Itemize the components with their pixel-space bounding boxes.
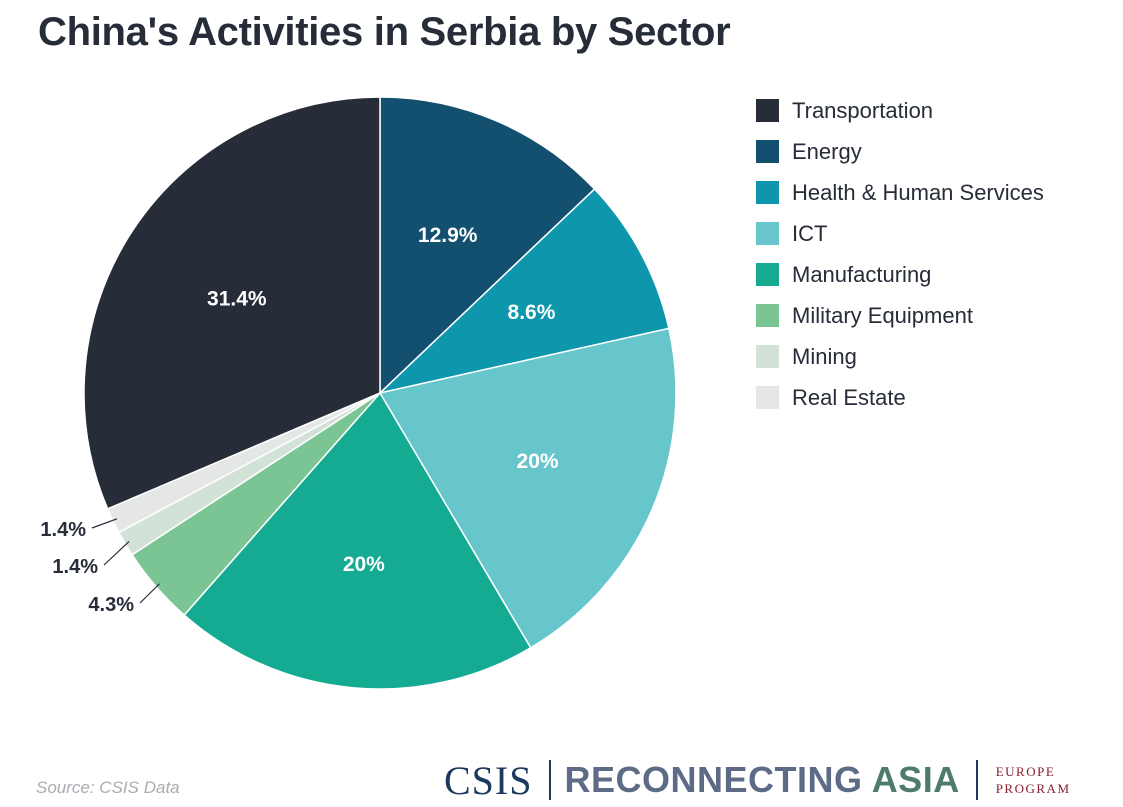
data-label-energy: 12.9% (418, 224, 478, 247)
data-label-mining: 1.4% (52, 556, 98, 578)
legend-item-mining: Mining (756, 336, 1044, 377)
legend-swatch-transportation (756, 99, 779, 122)
legend-label-real-estate: Real Estate (792, 384, 906, 410)
legend-label-manufacturing: Manufacturing (792, 261, 932, 287)
chart-title: China's Activities in Serbia by Sector (38, 10, 731, 54)
legend-label-transportation: Transportation (792, 97, 934, 123)
program-line-2: PROGRAM (995, 781, 1071, 796)
legend-label-health-and-human-services: Health & Human Services (792, 179, 1044, 205)
data-label-transportation: 31.4% (207, 287, 267, 310)
legend-swatch-ict (756, 222, 779, 245)
legend: Transportation Energy Health & Human Servi… (756, 90, 1044, 418)
footer-logo: CSIS RECONNECTING ASIA EUROPE PROGRAM (444, 757, 1071, 803)
legend-swatch-health-and-human-services (756, 181, 779, 204)
legend-item-real-estate: Real Estate (756, 377, 1044, 418)
data-label-health-and-human-services: 8.6% (508, 301, 556, 324)
data-label-military-equipment: 4.3% (88, 594, 134, 616)
logo-divider (548, 760, 551, 800)
logo-divider-2 (975, 760, 978, 800)
data-label-manufacturing: 20% (343, 553, 385, 576)
legend-item-energy: Energy (756, 131, 1044, 172)
pie-slice-health-and-human-services (377, 187, 670, 395)
reconnecting-text: RECONNECTING (564, 759, 863, 800)
legend-swatch-energy (756, 140, 779, 163)
legend-label-ict: ICT (792, 220, 828, 246)
program-line-1: EUROPE (995, 764, 1056, 779)
pie-slice-ict (378, 327, 677, 649)
legend-item-transportation: Transportation (756, 90, 1044, 131)
legend-item-ict: ICT (756, 213, 1044, 254)
legend-swatch-manufacturing (756, 263, 779, 286)
data-label-ict: 20% (517, 450, 559, 473)
pie-slice-transportation (83, 96, 381, 510)
leader-line-real-estate (91, 518, 118, 529)
asia-text: ASIA (871, 759, 960, 800)
legend-label-mining: Mining (792, 343, 857, 369)
leader-line-military-equipment (139, 583, 160, 604)
europe-program-label: EUROPE PROGRAM (996, 763, 1071, 797)
legend-label-energy: Energy (792, 138, 862, 164)
reconnecting-asia-logo: RECONNECTING ASIA (565, 759, 960, 801)
csis-logo: CSIS (444, 757, 533, 803)
leader-line-mining (103, 540, 130, 566)
legend-swatch-military-equipment (756, 304, 779, 327)
legend-swatch-real-estate (756, 386, 779, 409)
source-note: Source: CSIS Data (36, 778, 180, 797)
legend-item-military-equipment: Military Equipment (756, 295, 1044, 336)
legend-swatch-mining (756, 345, 779, 368)
data-label-real-estate: 1.4% (40, 519, 86, 541)
legend-label-military-equipment: Military Equipment (792, 302, 973, 328)
pie-slice-energy (379, 96, 596, 395)
legend-item-manufacturing: Manufacturing (756, 254, 1044, 295)
legend-item-health-and-human-services: Health & Human Services (756, 172, 1044, 213)
pie-slice-manufacturing (183, 391, 532, 690)
